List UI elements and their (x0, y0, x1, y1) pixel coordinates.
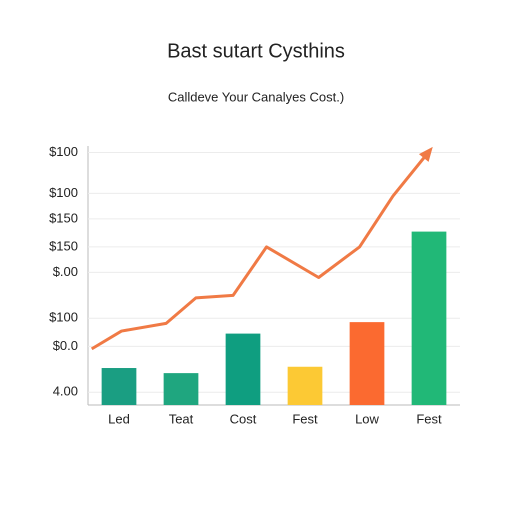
y-tick-label: $150 (49, 210, 78, 225)
y-tick-label: $100 (49, 144, 78, 159)
chart-title: Bast sutart Cysthins (167, 40, 345, 62)
x-tick-label: Low (355, 411, 379, 426)
x-tick-label: Led (108, 411, 130, 426)
bar (411, 231, 447, 405)
x-tick-label: Fest (292, 411, 318, 426)
y-tick-label: $0.0 (53, 338, 78, 353)
y-tick-label: $150 (49, 238, 78, 253)
y-tick-label: 4.00 (53, 384, 78, 399)
y-tick-label: $.00 (53, 264, 78, 279)
bar (225, 333, 261, 405)
x-tick-label: Teat (169, 411, 194, 426)
arrow-head (418, 146, 433, 162)
line (90, 149, 432, 351)
bar (101, 368, 137, 405)
x-tick-label: Cost (230, 411, 257, 426)
bar (349, 322, 385, 405)
bar (287, 366, 323, 405)
y-tick-label: $100 (49, 185, 78, 200)
bar (163, 373, 199, 405)
x-tick-label: Fest (416, 411, 442, 426)
chart-subtitle: Calldeve Your Canalyes Cost.) (168, 89, 344, 104)
y-tick-label: $100 (49, 310, 78, 325)
